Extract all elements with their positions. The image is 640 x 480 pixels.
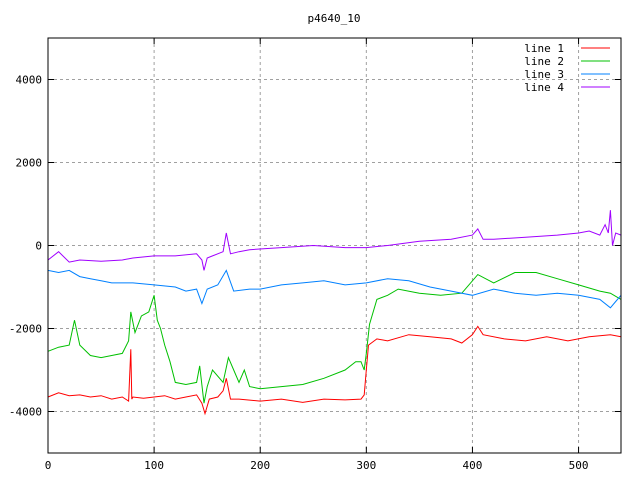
x-tick-label: 300	[356, 459, 376, 472]
y-tick-label: -2000	[9, 323, 42, 336]
x-tick-label: 400	[463, 459, 483, 472]
x-tick-label: 100	[144, 459, 164, 472]
legend-label: line 2	[524, 55, 564, 68]
y-tick-label: 0	[35, 240, 42, 253]
series-line-3	[47, 269, 622, 309]
y-tick-label: -4000	[9, 406, 42, 419]
y-tick-label: 2000	[16, 157, 43, 170]
x-tick-label: 0	[45, 459, 52, 472]
x-tick-label: 200	[250, 459, 270, 472]
series-line-2	[47, 272, 622, 404]
ticks: 0 100 200 300 400 500 -4000 -2000 0 2000 4000	[9, 38, 621, 472]
legend-label: line 1	[524, 42, 564, 55]
y-tick-label: 4000	[16, 74, 43, 87]
x-tick-label: 500	[569, 459, 589, 472]
grid	[48, 38, 621, 453]
legend-label: line 3	[524, 68, 564, 81]
series-line-4	[47, 210, 622, 271]
series-group	[47, 210, 622, 416]
series-line-1	[47, 325, 622, 416]
legend-label: line 4	[524, 81, 564, 94]
chart-title: p4640_10	[308, 12, 361, 25]
